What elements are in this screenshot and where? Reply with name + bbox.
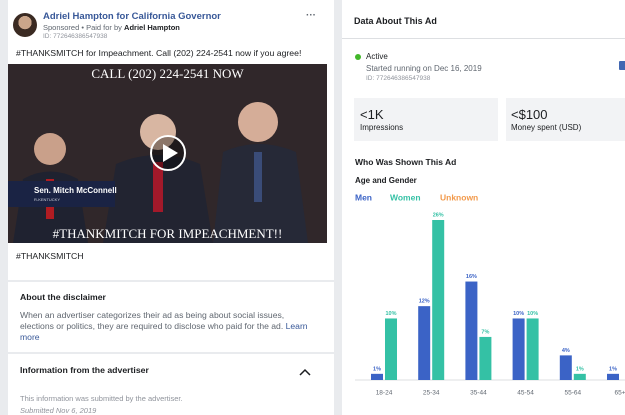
person-head bbox=[34, 133, 66, 165]
advertiser-info-title: Information from the advertiser bbox=[20, 365, 149, 375]
legend-entry: Unknown bbox=[440, 192, 478, 202]
tie bbox=[254, 152, 262, 202]
name-tag-sub: R-KENTUCKY bbox=[34, 197, 61, 202]
bar bbox=[512, 318, 525, 380]
x-tick-label: 65+ bbox=[614, 390, 625, 397]
divider bbox=[342, 38, 625, 39]
advertiser-info-note: This information was submitted by the ad… bbox=[20, 394, 183, 403]
menu[interactable]: ··· bbox=[306, 10, 316, 21]
impressions-label: Impressions bbox=[360, 123, 404, 132]
value-label: 10% bbox=[513, 311, 524, 317]
chevron-icon bbox=[299, 368, 311, 376]
chevron[interactable] bbox=[299, 368, 311, 376]
ad-message: #THANKSMITCH for Impeachment. Call (202)… bbox=[16, 48, 302, 58]
bar bbox=[465, 281, 478, 380]
tie bbox=[153, 162, 163, 212]
value-label: 12% bbox=[419, 299, 430, 305]
audience-title: Who Was Shown This Ad bbox=[355, 157, 457, 167]
ad-id: ID: 772646386547938 bbox=[43, 33, 108, 40]
bar bbox=[607, 373, 619, 380]
value-label: 10% bbox=[527, 311, 538, 317]
advertiser-name[interactable]: Adriel Hampton for California Governor bbox=[43, 11, 221, 22]
video[interactable] bbox=[8, 64, 327, 243]
spend-value: <$100 bbox=[511, 107, 548, 122]
person-head bbox=[238, 102, 278, 142]
status: Active bbox=[366, 52, 388, 61]
x-tick-label: 35-44 bbox=[470, 390, 487, 397]
avatar bbox=[13, 13, 37, 37]
impressions-value: <1K bbox=[360, 107, 384, 122]
sponsored-text: Sponsored • Paid for by bbox=[43, 23, 122, 32]
legend-entry: Women bbox=[390, 192, 421, 202]
bar bbox=[526, 318, 539, 380]
sponsored: Sponsored • Paid for by Adriel Hampton bbox=[43, 23, 180, 32]
bar bbox=[573, 373, 586, 380]
divider bbox=[8, 280, 334, 282]
bar bbox=[559, 355, 572, 380]
value-label: 1% bbox=[609, 366, 617, 372]
legend-entry: Men bbox=[355, 192, 372, 202]
divider bbox=[8, 352, 334, 354]
bar bbox=[432, 220, 445, 380]
person-head bbox=[140, 114, 176, 150]
disclaimer-text: When an advertiser categorizes their ad … bbox=[20, 310, 320, 343]
name-tag: Sen. Mitch McConnell bbox=[34, 186, 117, 195]
spend-box bbox=[506, 98, 625, 141]
video-bottom-caption: #THANKMITCH FOR IMPEACHMENT!! bbox=[52, 226, 283, 241]
value-label: 10% bbox=[385, 311, 396, 317]
video-top-caption: CALL (202) 224-2541 NOW bbox=[91, 66, 244, 81]
play-icon bbox=[163, 144, 178, 162]
impressions-box bbox=[354, 98, 498, 141]
started: Started running on Dec 16, 2019 bbox=[366, 64, 482, 73]
x-tick-label: 25-34 bbox=[423, 390, 440, 397]
bar bbox=[418, 306, 431, 380]
side-button[interactable] bbox=[619, 61, 625, 70]
hashtag: #THANKSMITCH bbox=[16, 251, 84, 261]
data-title: Data About This Ad bbox=[354, 16, 437, 26]
bar bbox=[371, 373, 383, 380]
name-tag-bg bbox=[8, 181, 115, 207]
x-tick-label: 18-24 bbox=[376, 390, 393, 397]
value-label: 16% bbox=[466, 274, 477, 280]
learn-more[interactable]: Learn more bbox=[20, 321, 308, 342]
disclaimer-title: About the disclaimer bbox=[20, 292, 106, 302]
value-label: 7% bbox=[481, 329, 489, 335]
disclaimer-body: When an advertiser categorizes their ad … bbox=[20, 310, 285, 331]
value-label: 4% bbox=[562, 348, 570, 354]
chart-title: Age and Gender bbox=[355, 176, 417, 185]
bar bbox=[385, 318, 397, 380]
submitted: Submitted Nov 6, 2019 bbox=[20, 406, 97, 415]
value-label: 1% bbox=[373, 366, 381, 372]
value-label: 1% bbox=[576, 366, 584, 372]
value-label: 26% bbox=[433, 212, 444, 218]
bar bbox=[479, 336, 492, 380]
paid-by: Adriel Hampton bbox=[124, 23, 180, 32]
x-tick-label: 45-54 bbox=[517, 390, 534, 397]
status-dot bbox=[355, 54, 361, 60]
x-tick-label: 55-64 bbox=[564, 390, 581, 397]
spend-label: Money spent (USD) bbox=[511, 123, 582, 132]
data-id: ID: 772646386547938 bbox=[366, 75, 431, 82]
video-frame bbox=[8, 64, 327, 243]
